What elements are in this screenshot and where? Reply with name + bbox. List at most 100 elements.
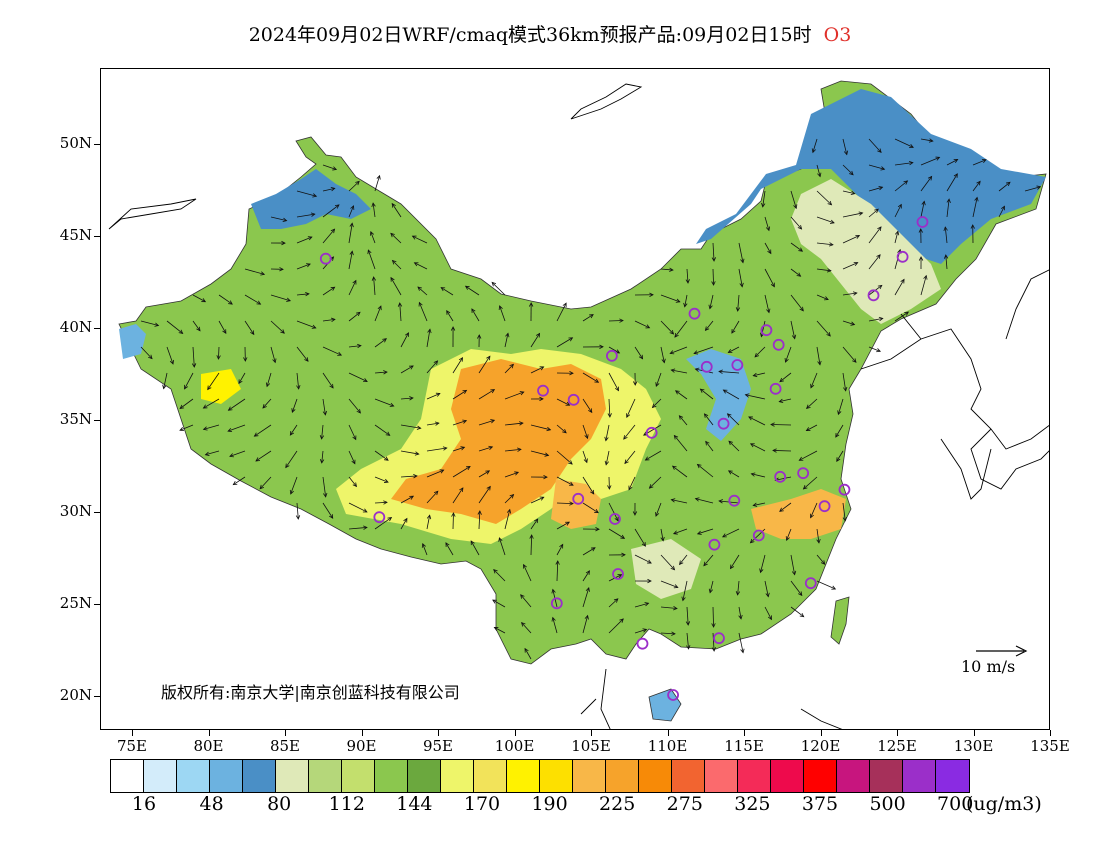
wind-arrow [374,338,387,348]
x-axis-label: 115E [724,737,764,755]
colorbar-swatch [903,760,936,792]
x-axis-tick [744,730,745,736]
wind-arrow-head [805,404,811,410]
wind-arrow-head [843,150,849,156]
wind-arrow [945,255,948,270]
wind-arrow [605,424,610,441]
wind-arrow [426,360,438,374]
wind-arrow [623,424,636,440]
wind-arrow-head [562,302,567,308]
wind-arrow [894,311,909,322]
wind-arrow-head [295,515,301,520]
wind-arrow-head [661,358,666,364]
wind-arrow [520,594,532,608]
wind-arrow [972,159,987,166]
wind-arrow-head [953,159,959,163]
wind-arrow-head [330,186,336,192]
wind-arrow-head [752,372,758,378]
colorbar-swatch [144,760,177,792]
wind-arrow [348,450,356,464]
wind-arrow [504,333,509,348]
wind-arrow-head [376,174,381,180]
wind-arrow-head [265,382,271,388]
x-axis-tick [514,730,516,736]
wind-arrow [998,181,1011,192]
wind-arrow [842,262,858,270]
wind-arrow [523,564,532,582]
wind-arrow-head [323,492,328,498]
wind-arrow [753,502,766,506]
wind-arrow [754,346,766,358]
colorbar-swatch [837,760,870,792]
wind-arrow [709,294,714,309]
wind-arrow-head [289,430,295,436]
wind-arrow [842,320,855,326]
x-axis-tick [1050,730,1051,736]
wind-arrow [296,293,309,296]
wind-arrow-head [498,305,503,310]
wind-arrow [493,569,506,582]
low-o3-north-china [686,349,751,441]
wind-arrow [712,632,715,651]
wind-arrow [842,138,848,155]
wind-arrow-head [785,536,790,541]
wind-arrow-head [260,271,266,276]
wind-arrow-head [307,236,313,241]
wind-arrow-head [748,416,753,421]
wind-arrow [686,606,689,625]
wind-arrow [238,372,246,384]
wind-arrow-head [243,357,248,362]
wind-arrow-head [426,514,432,520]
wind-arrow [374,517,392,530]
wind-arrow [426,515,431,530]
low-o3-northeast [696,89,1046,264]
wind-arrow [262,398,272,409]
wind-arrow [728,470,740,478]
wind-arrow-head [696,530,702,535]
station-marker [772,338,785,351]
wind-arrow-head [485,470,491,475]
wind-arrow [530,450,549,456]
wind-arrow-head [718,369,723,374]
colorbar-swatch [342,760,375,792]
colorbar-swatch [276,760,309,792]
wind-arrow [728,346,740,353]
wind-arrow [842,346,857,363]
wind-arrow [440,287,454,296]
wind-arrow-head [694,367,700,372]
wind-arrow-head [694,497,700,502]
colorbar-swatch [309,760,342,792]
wind-arrow-head [539,366,545,371]
wind-arrow [296,372,300,389]
wind-arrow [372,203,376,218]
wind-arrow [998,206,1005,218]
wind-arrow [764,242,772,254]
wind-arrow-head [604,460,609,466]
wind-arrow [452,357,463,374]
wind-arrow-head [551,616,556,622]
wind-arrow [842,212,863,218]
wind-arrow-head [471,308,476,313]
wind-arrow-head [417,286,422,291]
wind-arrow-head [569,501,574,506]
wind-arrow [530,366,544,374]
station-marker [760,324,773,337]
wind-arrow-head [619,318,624,323]
wind-arrow-head [207,385,212,391]
wind-arrow [426,447,447,452]
wind-arrow [608,346,620,354]
wind-legend-arrow [976,645,1028,657]
wind-arrow-head [434,421,440,426]
wind-arrow-head [791,334,797,340]
wind-arrow [842,190,855,195]
x-axis-tick [132,730,133,736]
wind-arrow [426,393,441,400]
wind-arrow-head [216,355,221,360]
wind-arrow [445,542,454,556]
wind-arrow-head [770,422,775,427]
wind-arrow-head [829,219,835,224]
wind-arrow-head [404,332,409,337]
wind-arrow [192,294,206,303]
wind-arrow-head [584,614,589,620]
wind-arrow [426,490,439,504]
